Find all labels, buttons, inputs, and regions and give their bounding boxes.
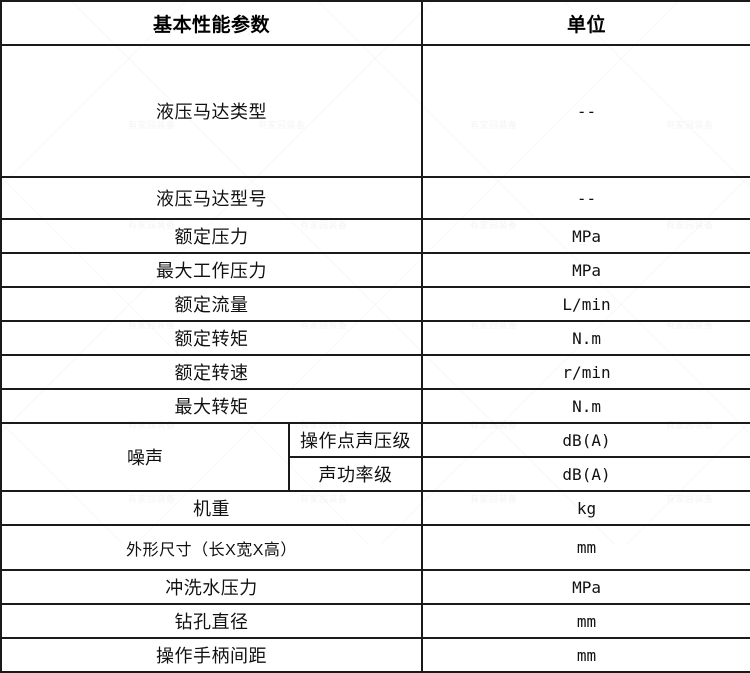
row-group-label-noise: 噪声 [0,422,290,492]
row-unit-cell: MPa [421,218,750,254]
row-name-cell: 液压马达型号 [0,176,424,220]
table-header-row: 基本性能参数 单位 ZRS31.5-130/330 [0,0,750,46]
row-unit-cell: N.m [421,320,750,356]
row-unit-cell: mm [421,603,750,639]
row-unit-cell: dB(A) [421,456,750,492]
row-name-cell: 操作点声压级 [287,422,424,458]
row-unit-cell: mm [421,524,750,571]
row-unit-cell: mm [421,637,750,673]
table-row: 液压马达类型--乳化液马达 [0,44,750,178]
table-row: 外形尺寸（长X宽X高）mm165*725*160（±20） [0,524,750,571]
row-unit-cell: MPa [421,569,750,605]
row-name-cell: 声功率级 [287,456,424,492]
table-row: 额定压力MPa28 [0,218,750,254]
row-name-cell: 液压马达类型 [0,44,424,178]
row-unit-cell: -- [421,176,750,220]
table-row: 钻孔直径mmΦ50 [0,603,750,639]
row-name-cell: 外形尺寸（长X宽X高） [0,524,424,571]
row-unit-cell: kg [421,490,750,526]
header-cell-name: 基本性能参数 [0,0,424,46]
row-unit-cell: N.m [421,388,750,424]
row-name-cell: 钻孔直径 [0,603,424,639]
row-name-cell: 额定流量 [0,286,424,322]
row-name-cell: 最大工作压力 [0,252,424,288]
row-name-cell: 额定压力 [0,218,424,254]
header-cell-unit: 单位 [421,0,750,46]
table-row: 机重kg11 [0,490,750,526]
row-unit-cell: L/min [421,286,750,322]
table-row: 冲洗水压力MPa0.6~1.2 [0,569,750,605]
row-name-cell: 机重 [0,490,424,526]
table-row: 液压马达型号--SMW 0.7/25 [0,176,750,220]
row-name-cell: 额定转速 [0,354,424,390]
row-name-cell: 额定转矩 [0,320,424,356]
row-unit-cell: dB(A) [421,422,750,458]
row-name-cell: 最大转矩 [0,388,424,424]
row-unit-cell: -- [421,44,750,178]
row-name-cell: 冲洗水压力 [0,569,424,605]
row-unit-cell: MPa [421,252,750,288]
row-name-cell: 操作手柄间距 [0,637,424,673]
table-row: 最大工作压力MPa31.5 [0,252,750,288]
table-row: 操作手柄间距mm700 [0,637,750,673]
row-unit-cell: r/min [421,354,750,390]
